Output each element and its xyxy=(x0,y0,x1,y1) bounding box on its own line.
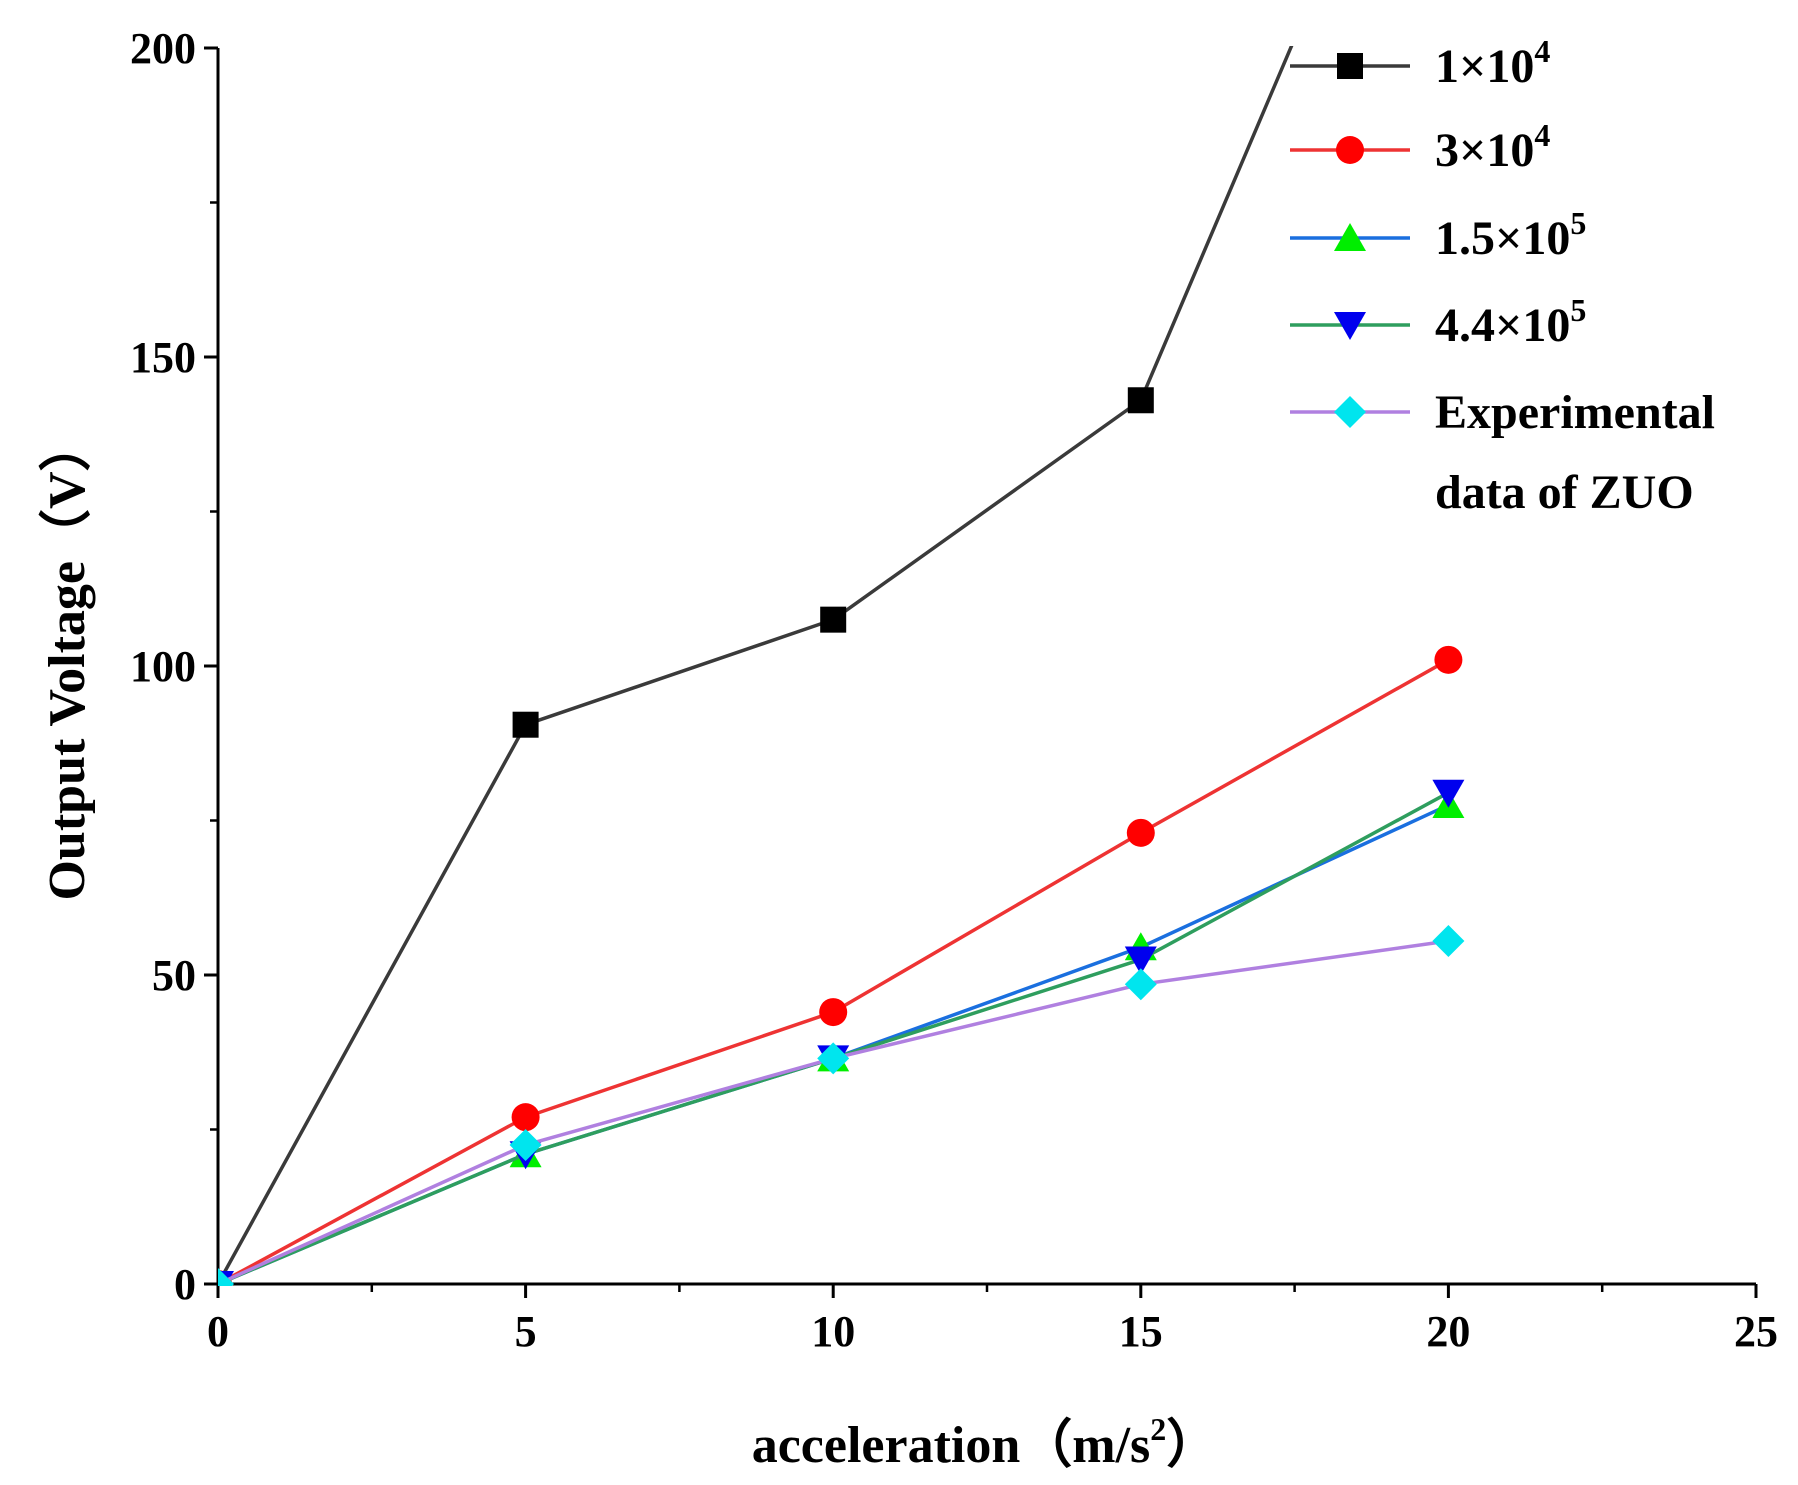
legend-item-3: 1.5×105 xyxy=(1290,205,1586,265)
data-point xyxy=(1432,779,1465,808)
data-point xyxy=(1126,818,1155,847)
x-tick-label: 5 xyxy=(515,1307,537,1356)
legend-item-5: Experimental data of ZUO xyxy=(1290,386,1715,519)
x-axis-title-text: acceleration（m/s xyxy=(752,1416,1151,1474)
legend-label-base: 1.5×10 xyxy=(1435,212,1570,265)
legend-label-base: 1×10 xyxy=(1435,40,1534,93)
y-axis-title: Output Voltage（V） xyxy=(38,419,96,900)
legend-item-4: 4.4×105 xyxy=(1290,292,1586,352)
data-point xyxy=(819,998,848,1027)
y-tick-label: 200 xyxy=(130,24,196,73)
series-line xyxy=(218,658,1450,1286)
data-point xyxy=(1434,645,1463,674)
x-tick-label: 25 xyxy=(1734,1307,1778,1356)
data-point xyxy=(509,1128,542,1161)
legend-swatch-marker xyxy=(1334,396,1366,428)
x-axis-title: acceleration（m/s2） xyxy=(752,1411,1219,1474)
series-5 xyxy=(218,925,1465,1286)
legend-item-2: 3×104 xyxy=(1290,117,1550,177)
legend-label-line: Experimental xyxy=(1435,386,1715,439)
legend-label-sup: 5 xyxy=(1570,205,1586,241)
x-tick-label: 0 xyxy=(207,1307,229,1356)
y-tick-label: 150 xyxy=(130,333,196,382)
legend-swatch-marker xyxy=(1336,136,1364,164)
y-tick-label: 100 xyxy=(130,642,196,691)
data-point xyxy=(218,1268,234,1286)
x-tick-label: 15 xyxy=(1119,1307,1163,1356)
legend-label: 4.4×105 xyxy=(1435,292,1586,352)
legend-label: 3×104 xyxy=(1435,117,1550,177)
x-tick-label: 20 xyxy=(1426,1307,1470,1356)
legend-swatch-marker xyxy=(1334,223,1366,251)
series-2 xyxy=(218,645,1463,1286)
data-point xyxy=(1432,925,1465,958)
series-line xyxy=(218,46,1294,1285)
data-point xyxy=(1124,946,1157,975)
legend-label: 1.5×105 xyxy=(1435,205,1586,265)
legend-label-sup: 4 xyxy=(1534,33,1550,69)
data-point xyxy=(511,1103,540,1132)
data-point xyxy=(1124,968,1157,1001)
y-tick-label: 0 xyxy=(174,1260,196,1309)
data-point xyxy=(1127,387,1154,414)
series-4 xyxy=(218,779,1465,1286)
x-axis-title-sup: 2 xyxy=(1150,1411,1166,1447)
legend-label: 1×104 xyxy=(1435,33,1550,93)
legend-swatch-marker xyxy=(1334,312,1366,340)
legend-label: Experimental data of ZUO xyxy=(1435,386,1715,519)
series-line xyxy=(218,791,1450,1286)
data-point xyxy=(820,606,847,633)
data-point xyxy=(512,711,539,738)
axes: 0 5 10 15 20 25 0 50 100 150 200 xyxy=(130,24,1778,1356)
legend-label-sup: 4 xyxy=(1534,117,1550,153)
legend-swatch-marker xyxy=(1337,53,1363,79)
legend-label-base: 4.4×10 xyxy=(1435,299,1570,352)
legend-item-1: 1×104 xyxy=(1290,33,1550,93)
series-line xyxy=(218,939,1449,1286)
y-tick-label: 50 xyxy=(152,951,196,1000)
legend-label-line: data of ZUO xyxy=(1435,466,1694,519)
legend-label-base: 3×10 xyxy=(1435,124,1534,177)
data-point xyxy=(817,1042,850,1075)
series-layer xyxy=(218,46,1465,1286)
legend-label-sup: 5 xyxy=(1570,292,1586,328)
series-1 xyxy=(218,46,1294,1286)
x-axis-title-close: ） xyxy=(1166,1416,1218,1474)
x-tick-label: 10 xyxy=(811,1307,855,1356)
